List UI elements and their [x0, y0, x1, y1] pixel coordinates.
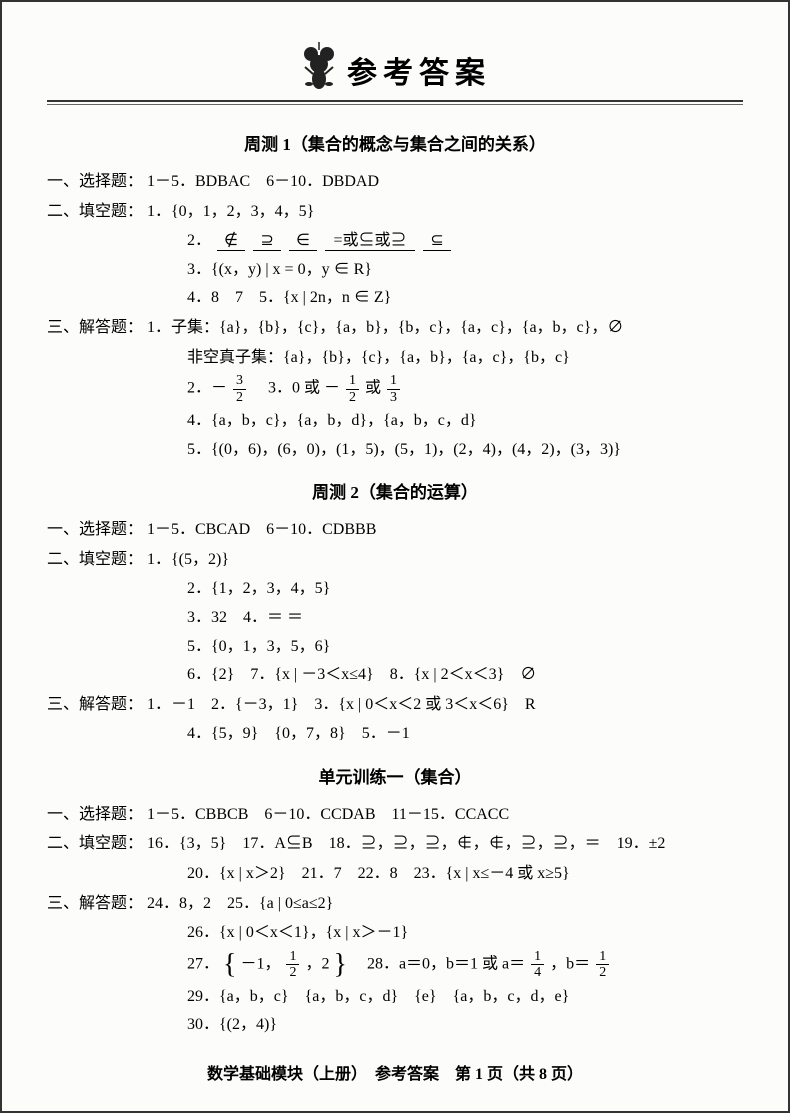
fill-answer: 1．{(5，2)} — [147, 547, 743, 573]
fraction: 13 — [387, 373, 400, 405]
fraction: 14 — [531, 949, 544, 981]
brace-left: { — [223, 954, 236, 976]
denominator: 2 — [346, 390, 359, 405]
denominator: 2 — [596, 965, 609, 980]
fill-answer: 3．{(x，y) | x = 0，y ∈ R} — [187, 257, 743, 283]
fill-answer: 4．8 7 5．{x | 2n，n ∈ Z} — [187, 285, 743, 311]
answer-row: 一、选择题： 1－5．CBCAD 6－10．CDBBB — [47, 517, 743, 543]
blank: ⊆ — [423, 232, 451, 251]
header-block: 参考答案 — [47, 42, 743, 92]
text: 或 — [365, 380, 381, 397]
brace-right: } — [334, 954, 347, 976]
fill-answer: 20．{x | x＞2} 21．7 22．8 23．{x | x≤－4 或 x≥… — [187, 861, 743, 887]
solve-answer: 26．{x | 0＜x＜1}，{x | x＞－1} — [187, 920, 743, 946]
answer-row: 一、选择题： 1－5．BDBAC 6－10．DBDAD — [47, 169, 743, 195]
document-page: 参考答案 周测 1（集合的概念与集合之间的关系） 一、选择题： 1－5．BDBA… — [0, 0, 790, 1113]
text: 27． — [187, 955, 219, 972]
fill-answer: 6．{2} 7．{x | －3＜x≤4} 8．{x | 2＜x＜3} ∅ — [187, 662, 743, 688]
fraction: 12 — [596, 949, 609, 981]
solve-answer: 29．{a，b，c} {a，b，c，d} {e} {a，b，c，d，e} — [187, 984, 743, 1010]
fraction: 12 — [346, 373, 359, 405]
section-title-2: 周测 2（集合的运算） — [47, 478, 743, 503]
choice-answers: 1－5．CBCAD 6－10．CDBBB — [147, 517, 743, 543]
section-title-3: 单元训练一（集合） — [47, 763, 743, 788]
fill-answer: 2．{1，2，3，4，5} — [187, 576, 743, 602]
denominator: 2 — [286, 965, 299, 980]
answer-row: 三、解答题： 1．子集：{a}，{b}，{c}，{a，b}，{b，c}，{a，c… — [47, 315, 743, 341]
fill-answer: 5．{0，1，3，5，6} — [187, 634, 743, 660]
fraction: 12 — [286, 949, 299, 981]
numerator: 1 — [346, 373, 359, 389]
blank: ∈ — [289, 232, 317, 251]
text: ，b＝ — [550, 955, 590, 972]
fill-answer: 1．{0，1，2，3，4，5} — [147, 199, 743, 225]
text: 2． — [187, 232, 211, 249]
answer-row: 三、解答题： 24．8，2 25．{a | 0≤a≤2} — [47, 891, 743, 917]
blank: =或⊆或⊇ — [325, 232, 415, 251]
solve-answer: 5．{(0，6)，(6，0)，(1，5)，(5，1)，(2，4)，(4，2)，(… — [187, 437, 743, 463]
solve-answer: 30．{(2，4)} — [187, 1012, 743, 1038]
choice-answers: 1－5．BDBAC 6－10．DBDAD — [147, 169, 743, 195]
blank: ⊇ — [253, 232, 281, 251]
blank: ∉ — [217, 232, 245, 251]
choice-answers: 1－5．CBBCB 6－10．CCDAB 11－15．CCACC — [147, 802, 743, 828]
title-rule-top — [47, 100, 743, 102]
solve-answer: 2．－ 32 3．0 或 － 12 或 13 — [187, 373, 743, 405]
fill-answer: 2． ∉ ⊇ ∈ =或⊆或⊇ ⊆ — [187, 228, 743, 254]
numerator: 3 — [233, 373, 246, 389]
answer-row: 一、选择题： 1－5．CBBCB 6－10．CCDAB 11－15．CCACC — [47, 802, 743, 828]
denominator: 3 — [387, 390, 400, 405]
denominator: 4 — [531, 965, 544, 980]
solve-answer: 24．8，2 25．{a | 0≤a≤2} — [147, 891, 743, 917]
answer-row: 二、填空题： 16．{3，5} 17．A⊆B 18．⊇，⊇，⊇，∉，∉，⊇，⊇，… — [47, 831, 743, 857]
text: 3．0 或 － — [252, 380, 340, 397]
fill-label: 二、填空题： — [47, 199, 147, 225]
section-title-1: 周测 1（集合的概念与集合之间的关系） — [47, 130, 743, 155]
solve-label: 三、解答题： — [47, 692, 147, 718]
mickey-icon — [299, 42, 339, 92]
denominator: 2 — [233, 390, 246, 405]
text: 2．－ — [187, 380, 227, 397]
choice-label: 一、选择题： — [47, 169, 147, 195]
solve-label: 三、解答题： — [47, 315, 147, 341]
answer-row: 三、解答题： 1．－1 2．{－3，1} 3．{x | 0＜x＜2 或 3＜x＜… — [47, 692, 743, 718]
numerator: 1 — [531, 949, 544, 965]
solve-answer: 4．{5，9} {0，7，8} 5．－1 — [187, 721, 743, 747]
solve-answer: 4．{a，b，c}，{a，b，d}，{a，b，c，d} — [187, 408, 743, 434]
text: ，2 — [305, 955, 329, 972]
page-title: 参考答案 — [347, 48, 491, 92]
fill-label: 二、填空题： — [47, 547, 147, 573]
page-footer: 数学基础模块（上册） 参考答案 第 1 页（共 8 页） — [47, 1060, 743, 1084]
solve-answer: 1．－1 2．{－3，1} 3．{x | 0＜x＜2 或 3＜x＜6} R — [147, 692, 743, 718]
numerator: 1 — [596, 949, 609, 965]
fill-answer: 16．{3，5} 17．A⊆B 18．⊇，⊇，⊇，∉，∉，⊇，⊇，＝ 19．±2 — [147, 831, 743, 857]
solve-answer: 27． { －1， 12 ，2 } 28．a＝0，b＝1 或 a＝ 14 ，b＝… — [187, 949, 743, 981]
numerator: 1 — [387, 373, 400, 389]
choice-label: 一、选择题： — [47, 802, 147, 828]
choice-label: 一、选择题： — [47, 517, 147, 543]
solve-answer: 1．子集：{a}，{b}，{c}，{a，b}，{b，c}，{a，c}，{a，b，… — [147, 315, 743, 341]
numerator: 1 — [286, 949, 299, 965]
solve-label: 三、解答题： — [47, 891, 147, 917]
solve-answer: 非空真子集：{a}，{b}，{c}，{a，b}，{a，c}，{b，c} — [187, 345, 743, 371]
title-rule-bottom — [47, 104, 743, 105]
text: 28．a＝0，b＝1 或 a＝ — [351, 955, 525, 972]
text: －1， — [240, 955, 280, 972]
answer-row: 二、填空题： 1．{(5，2)} — [47, 547, 743, 573]
fill-label: 二、填空题： — [47, 831, 147, 857]
fill-answer: 3．32 4．＝ ＝ — [187, 605, 743, 631]
fraction: 32 — [233, 373, 246, 405]
answer-row: 二、填空题： 1．{0，1，2，3，4，5} — [47, 199, 743, 225]
